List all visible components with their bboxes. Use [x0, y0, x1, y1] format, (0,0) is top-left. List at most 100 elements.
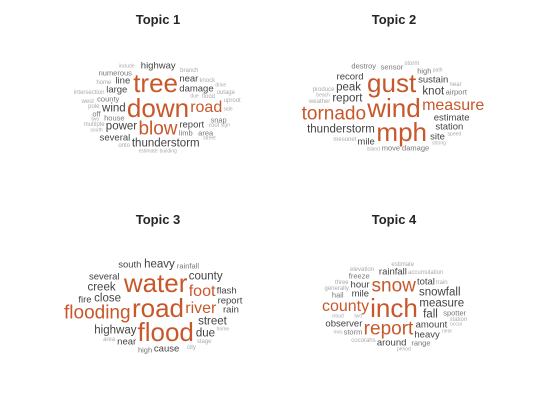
cloud-word: river: [185, 299, 217, 317]
cloud-word: wind: [102, 102, 126, 115]
cloud-word: three: [334, 279, 349, 286]
cloud-word: elevation: [350, 266, 375, 273]
word-cloud: wind gust mph tornado measure thunderstorm rep…: [296, 30, 492, 185]
cloud-word: report: [179, 118, 205, 130]
cloud-word: hail: [331, 290, 344, 300]
cloud-word: accumulation: [408, 270, 444, 277]
topic-panel-4: Topic 4 inch report snow county measure snowf…: [296, 212, 492, 392]
topic-panel-1: Topic 1 down tree blow road thunderstorm wind…: [60, 12, 256, 192]
cloud-word: power: [105, 120, 138, 133]
cloud-word: onto: [118, 142, 131, 149]
cloud-word: area: [103, 336, 116, 343]
cloud-word: rainfall: [378, 266, 407, 278]
cloud-word: due: [190, 93, 199, 100]
cloud-word: hour: [350, 278, 370, 290]
cloud-word: near: [179, 72, 199, 84]
cloud-word: knot: [422, 85, 445, 98]
cloud-word: large: [106, 84, 128, 96]
cloud-word: mile: [357, 136, 375, 148]
cloud-word: generally: [324, 285, 349, 292]
cloud-word: several: [88, 271, 120, 283]
cloud-word: area: [198, 128, 214, 138]
cloud-word: uproot: [223, 97, 241, 104]
cloud-word: cause: [153, 343, 180, 355]
cloud-word: home: [216, 326, 230, 333]
cloud-word: period: [396, 346, 411, 353]
cloud-word: sustain: [418, 74, 449, 86]
cloud-word: near: [449, 82, 462, 89]
cloud-word: path: [432, 67, 443, 74]
cloud-word: stage: [196, 339, 212, 346]
cloud-word: county: [188, 270, 223, 283]
cloud-word: south: [90, 127, 103, 134]
cloud-word: rainfall: [176, 261, 200, 271]
cloud-word: road: [131, 292, 185, 323]
cloud-word: weather: [308, 98, 331, 105]
cloud-word: limb: [178, 127, 193, 137]
cloud-word: foot: [188, 283, 216, 301]
cloud-word: peak: [336, 80, 362, 93]
topic-panel-3: Topic 3 road water flood flooding river foot h…: [60, 212, 256, 392]
cloud-word: measure: [419, 297, 465, 310]
cloud-word: street: [203, 135, 216, 142]
word-cloud: road water flood flooding river foot highway cl…: [60, 230, 256, 385]
cloud-word: mesonet: [333, 137, 357, 144]
cloud-word: outage: [216, 89, 235, 96]
cloud-word: report: [217, 295, 243, 307]
cloud-word: flood: [137, 317, 194, 348]
cloud-word: observer: [325, 318, 363, 330]
cloud-word: down: [126, 92, 190, 123]
cloud-word: flooding: [64, 302, 131, 324]
cloud-word: include: [118, 63, 135, 70]
cloud-word: occur: [450, 321, 463, 328]
cloud-word: snow: [371, 275, 416, 297]
cloud-word: fall: [423, 308, 438, 321]
cloud-word: west: [81, 98, 94, 105]
cloud-word: road: [190, 99, 223, 117]
cloud-word: beach: [316, 92, 330, 99]
cloud-word: water: [123, 267, 188, 298]
cloud-word: estimate: [138, 148, 158, 155]
cloud-word: mile: [351, 288, 370, 300]
cloud-word: move: [381, 143, 401, 153]
cloud-word: thunderstorm: [131, 137, 200, 150]
cloud-word: creek: [87, 280, 116, 293]
cloud-word: knock: [199, 78, 216, 85]
cloud-word: estimate: [433, 112, 470, 124]
cloud-word: gust: [367, 67, 417, 98]
cloud-word: storm: [404, 60, 420, 67]
cloud-word: tornado: [301, 103, 367, 125]
cloud-word: amount: [415, 319, 448, 331]
cloud-word: estimate: [391, 262, 415, 268]
cloud-word: south: [118, 259, 142, 271]
word-cloud: down tree blow road thunderstorm wind power rep…: [60, 30, 256, 185]
panel-title: Topic 2: [371, 12, 417, 27]
cloud-word: house: [104, 113, 125, 123]
panel-title: Topic 1: [135, 12, 181, 27]
cloud-word: snap: [210, 115, 227, 125]
cloud-word: fire: [78, 294, 92, 306]
cloud-word: train: [435, 279, 448, 286]
topic-panel-2: Topic 2 wind gust mph tornado measure thunder…: [296, 12, 492, 192]
cloud-word: city: [186, 345, 196, 352]
cloud-word: wind: [367, 92, 421, 123]
cloud-word: blow: [138, 118, 178, 140]
cloud-word: close: [94, 292, 122, 305]
cloud-word: near: [117, 336, 137, 348]
cloud-word: due: [195, 326, 216, 339]
cloud-word: cocorahs: [351, 338, 376, 345]
cloud-word: speed: [447, 131, 462, 138]
cloud-word: measure: [422, 96, 485, 114]
cloud-word: high: [417, 65, 432, 75]
cloud-word: street: [198, 315, 227, 328]
cloud-word: freeze: [348, 271, 370, 281]
cloud-word: tree: [133, 67, 179, 98]
cloud-word: near: [442, 328, 453, 335]
cloud-word: flood: [201, 93, 216, 100]
cloud-word: off: [92, 109, 101, 119]
cloud-word: numerous: [98, 67, 132, 77]
cloud-word: heavy: [144, 258, 175, 271]
cloud-word: station: [435, 121, 464, 133]
cloud-word: airport: [445, 87, 467, 97]
cloud-word: mph: [376, 117, 427, 148]
